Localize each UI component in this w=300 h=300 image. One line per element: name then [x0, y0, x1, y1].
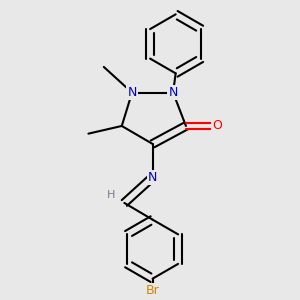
- Text: Br: Br: [146, 284, 159, 297]
- Text: H: H: [107, 190, 116, 200]
- Text: N: N: [127, 86, 137, 99]
- Text: N: N: [168, 86, 178, 99]
- Text: O: O: [212, 119, 222, 133]
- Text: N: N: [148, 171, 157, 184]
